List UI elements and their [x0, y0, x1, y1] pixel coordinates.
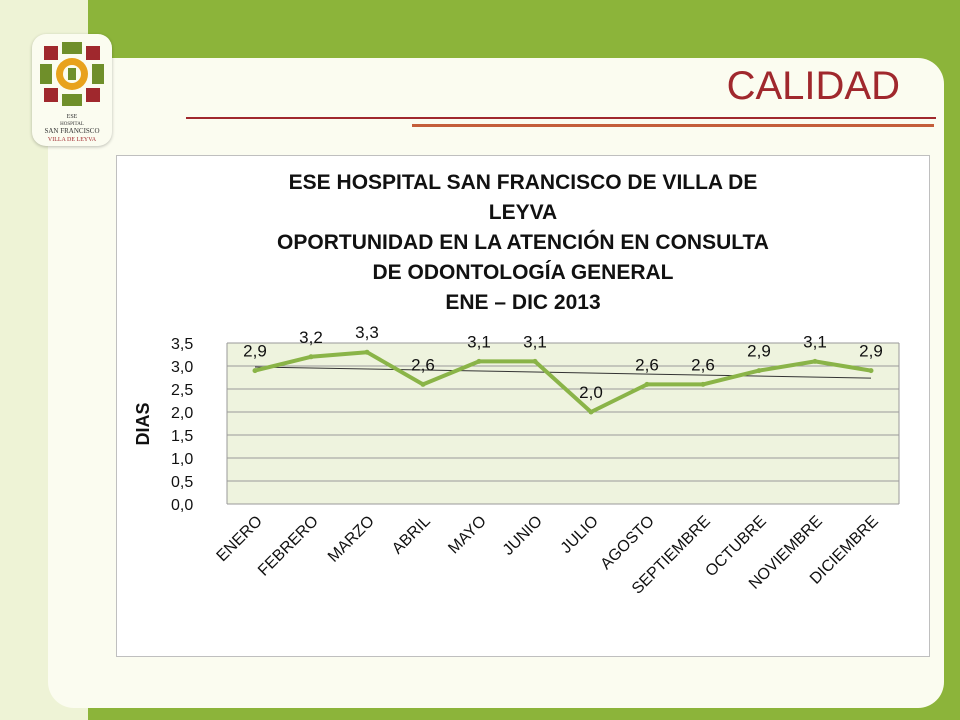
chart-title-line-3: OPORTUNIDAD EN LA ATENCIÓN EN CONSULTA — [277, 231, 769, 254]
y-tick-label: 0,5 — [171, 474, 193, 491]
chart-title-line-1: ESE HOSPITAL SAN FRANCISCO DE VILLA DE — [288, 171, 758, 194]
hospital-logo-icon: ESE HOSPITAL SAN FRANCISCO VILLA DE LEYV… — [40, 42, 104, 143]
x-tick-label: JUNIO — [500, 513, 546, 559]
x-tick-label: AGOSTO — [598, 513, 658, 573]
chart-title-line-2: LEYVA — [488, 201, 558, 224]
x-tick-label: FEBRERO — [255, 513, 322, 580]
y-tick-label: 1,5 — [171, 428, 193, 445]
data-point — [364, 349, 370, 355]
plot-area — [227, 343, 899, 504]
y-tick-label: 2,0 — [171, 405, 193, 422]
data-point — [252, 368, 258, 374]
x-tick-label: ABRIL — [389, 513, 434, 558]
data-label: 3,1 — [523, 332, 547, 351]
data-point — [644, 381, 650, 387]
logo-line-hospital: HOSPITAL — [60, 122, 84, 127]
data-label: 2,9 — [747, 342, 771, 361]
x-tick-label: JULIO — [558, 513, 602, 557]
logo-line-villa: VILLA DE LEYVA — [48, 137, 97, 143]
data-label: 2,6 — [691, 355, 715, 374]
y-tick-label: 2,5 — [171, 382, 193, 399]
logo-line-ese: ESE — [67, 114, 78, 120]
hospital-logo: ESE HOSPITAL SAN FRANCISCO VILLA DE LEYV… — [32, 34, 112, 146]
title-rule-bottom — [412, 124, 934, 127]
y-tick-label: 3,0 — [171, 359, 193, 376]
x-tick-label: MARZO — [325, 513, 378, 566]
trendline — [254, 366, 872, 379]
chart-title-line-4: DE ODONTOLOGÍA GENERAL — [372, 261, 674, 284]
data-label: 2,6 — [635, 355, 659, 374]
data-label: 2,9 — [243, 342, 267, 361]
data-label: 2,9 — [859, 342, 883, 361]
x-tick-label: MAYO — [445, 513, 490, 558]
y-tick-label: 0,0 — [171, 497, 193, 514]
series-line — [253, 350, 873, 414]
data-point — [700, 381, 706, 387]
data-point — [420, 381, 426, 387]
logo-line-san-francisco: SAN FRANCISCO — [44, 127, 99, 135]
data-label: 2,0 — [579, 383, 603, 402]
data-label: 3,1 — [467, 332, 491, 351]
data-label: 3,3 — [355, 323, 379, 342]
slide-title: CALIDAD — [726, 64, 900, 108]
data-label: 3,2 — [299, 328, 323, 347]
y-axis-label: DIAS — [133, 402, 153, 445]
x-tick-label: ENERO — [214, 513, 266, 565]
data-label: 2,6 — [411, 355, 435, 374]
data-label: 3,1 — [803, 332, 827, 351]
data-point — [308, 354, 314, 360]
chart-title-line-5: ENE – DIC 2013 — [445, 291, 601, 314]
y-tick-label: 1,0 — [171, 451, 193, 468]
data-point — [868, 368, 874, 374]
data-point — [588, 409, 594, 415]
data-point — [476, 358, 482, 364]
data-point — [812, 358, 818, 364]
y-tick-label: 3,5 — [171, 336, 193, 353]
data-point — [532, 358, 538, 364]
title-rule-top — [186, 117, 936, 119]
data-point — [756, 368, 762, 374]
chart-title: ESE HOSPITAL SAN FRANCISCO DE VILLA DE L… — [117, 168, 929, 318]
chart-container: ESE HOSPITAL SAN FRANCISCO DE VILLA DE L… — [116, 155, 930, 657]
